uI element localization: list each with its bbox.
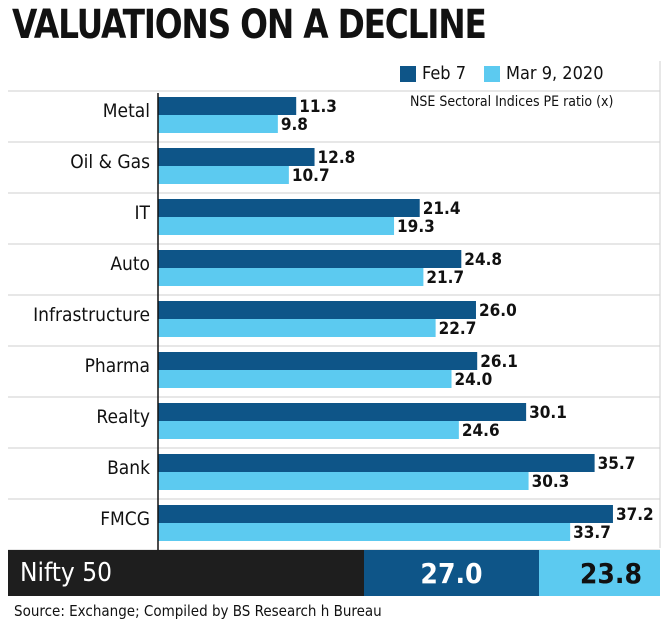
value-label-auto-feb: 24.8 [464,250,502,270]
value-label-metal-feb: 11.3 [299,97,337,117]
bar-realty-mar [158,421,459,439]
bar-bank-feb [158,454,595,472]
value-label-infrastructure-feb: 26.0 [479,301,517,321]
bar-infrastructure-feb [158,301,476,319]
bar-it-feb [158,199,420,217]
value-label-oil-gas-mar: 10.7 [292,166,330,186]
summary-row: Nifty 50 27.0 23.8 [8,550,660,596]
category-label-infrastructure: Infrastructure [33,304,150,326]
bar-oil-gas-feb [158,148,315,166]
value-label-it-mar: 19.3 [397,217,435,237]
category-label-metal: Metal [103,100,150,122]
value-label-metal-mar: 9.8 [281,115,308,135]
category-label-fmcg: FMCG [100,508,150,530]
value-label-realty-feb: 30.1 [529,403,567,423]
bar-metal-mar [158,115,278,133]
bar-pharma-mar [158,370,452,388]
bar-auto-feb [158,250,462,268]
bar-fmcg-feb [158,505,613,523]
bar-metal-feb [158,97,297,115]
value-label-fmcg-feb: 37.2 [616,505,654,525]
category-label-auto: Auto [110,253,150,275]
bar-bank-mar [158,472,529,490]
legend-label-mar: Mar 9, 2020 [506,63,604,84]
summary-row-value-feb: 27.0 [364,550,539,596]
category-label-oil-gas: Oil & Gas [70,151,150,173]
chart-subtitle: NSE Sectoral Indices PE ratio (x) [410,94,614,110]
value-label-it-feb: 21.4 [423,199,461,219]
value-label-fmcg-mar: 33.7 [573,523,611,543]
value-label-pharma-mar: 24.0 [455,370,493,390]
legend-swatch-feb [400,65,416,82]
category-label-pharma: Pharma [85,355,150,377]
value-label-realty-mar: 24.6 [462,421,500,441]
bar-pharma-feb [158,352,478,370]
bar-infrastructure-mar [158,319,436,337]
value-label-infrastructure-mar: 22.7 [439,319,477,339]
category-label-realty: Realty [96,406,150,428]
category-label-it: IT [135,202,151,224]
bar-auto-mar [158,268,424,286]
bar-oil-gas-mar [158,166,289,184]
legend-label-feb: Feb 7 [422,63,467,84]
source-note: Source: Exchange; Compiled by BS Researc… [14,602,382,620]
legend-swatch-mar [484,65,501,82]
legend-entry-mar: Mar 9, 2020 [484,63,604,84]
bar-realty-feb [158,403,527,421]
bar-fmcg-mar [158,523,571,541]
chart-title: VALUATIONS ON A DECLINE [12,2,487,48]
summary-row-label: Nifty 50 [8,550,364,596]
category-label-bank: Bank [107,457,150,479]
summary-row-value-mar: 23.8 [539,550,660,596]
value-label-oil-gas-feb: 12.8 [318,148,356,168]
value-label-bank-feb: 35.7 [598,454,636,474]
bar-it-mar [158,217,395,235]
value-label-auto-mar: 21.7 [426,268,464,288]
value-label-pharma-feb: 26.1 [480,352,518,372]
legend: Feb 7 Mar 9, 2020 [400,63,622,84]
legend-entry-feb: Feb 7 [400,63,466,84]
value-label-bank-mar: 30.3 [532,472,570,492]
